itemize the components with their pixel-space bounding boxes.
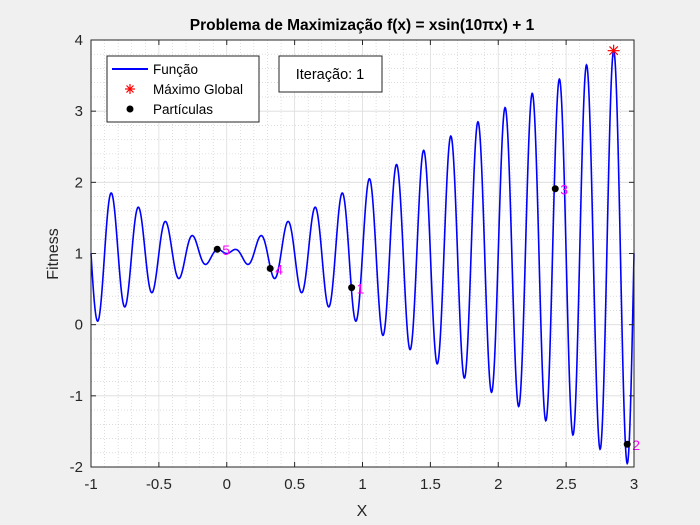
legend: Função Máximo Global Partículas <box>106 55 260 123</box>
annotation-box <box>278 55 383 93</box>
particle-label: 4 <box>275 261 283 277</box>
particle-label: 1 <box>357 281 365 297</box>
asterisk-stroke <box>609 46 619 56</box>
y-tick-label: 0 <box>75 317 83 334</box>
x-tick-label: 1 <box>358 476 366 493</box>
legend-function-label: Função <box>153 62 198 77</box>
y-tick-label: 3 <box>75 103 83 120</box>
particle-marker <box>348 284 356 292</box>
iteration-text: Iteração: 1 <box>296 67 365 83</box>
x-tick-label: 3 <box>630 476 638 493</box>
x-tick-label: 1.5 <box>420 476 441 493</box>
y-tick-label: 1 <box>75 246 83 263</box>
marker-layer: 1 2 3 4 5 <box>213 44 640 453</box>
global-max-marker <box>607 44 620 57</box>
y-tick-label: -1 <box>70 388 83 405</box>
chart-title: Problema de Maximização f(x) = xsin(10πx… <box>190 17 535 34</box>
x-tick-label: 2.5 <box>556 476 577 493</box>
x-tick-label: 0 <box>223 476 231 493</box>
particle-marker <box>551 185 559 193</box>
legend-global-max-label: Máximo Global <box>153 82 243 97</box>
particle-label: 3 <box>560 182 568 198</box>
function-curve <box>90 49 635 466</box>
x-tick-label: 2 <box>494 476 502 493</box>
particle-marker <box>623 440 631 448</box>
curve-layer <box>90 49 635 466</box>
y-axis-label: Fitness <box>45 228 62 280</box>
x-tick-label: -1 <box>84 476 97 493</box>
y-tick-labels: -2 -1 0 1 2 3 4 <box>70 32 83 476</box>
y-tick-label: 4 <box>75 32 83 49</box>
iteration-annotation: Iteração: 1 <box>278 55 383 93</box>
particle-marker <box>266 264 274 272</box>
x-tick-label: -0.5 <box>146 476 172 493</box>
tick-marks <box>90 39 635 468</box>
x-tick-labels: -1 -0.5 0 0.5 1 1.5 2 2.5 3 <box>84 476 638 493</box>
legend-asterisk-icon <box>125 84 135 94</box>
particle-label: 5 <box>222 242 230 258</box>
y-tick-label: -2 <box>70 459 83 476</box>
particle-marker <box>213 245 221 253</box>
x-tick-label: 0.5 <box>284 476 305 493</box>
x-axis-label: X <box>357 503 368 520</box>
y-tick-label: 2 <box>75 174 83 191</box>
particle-label: 2 <box>632 437 640 453</box>
legend-particles-label: Partículas <box>153 102 213 117</box>
legend-dot-icon <box>126 105 134 113</box>
